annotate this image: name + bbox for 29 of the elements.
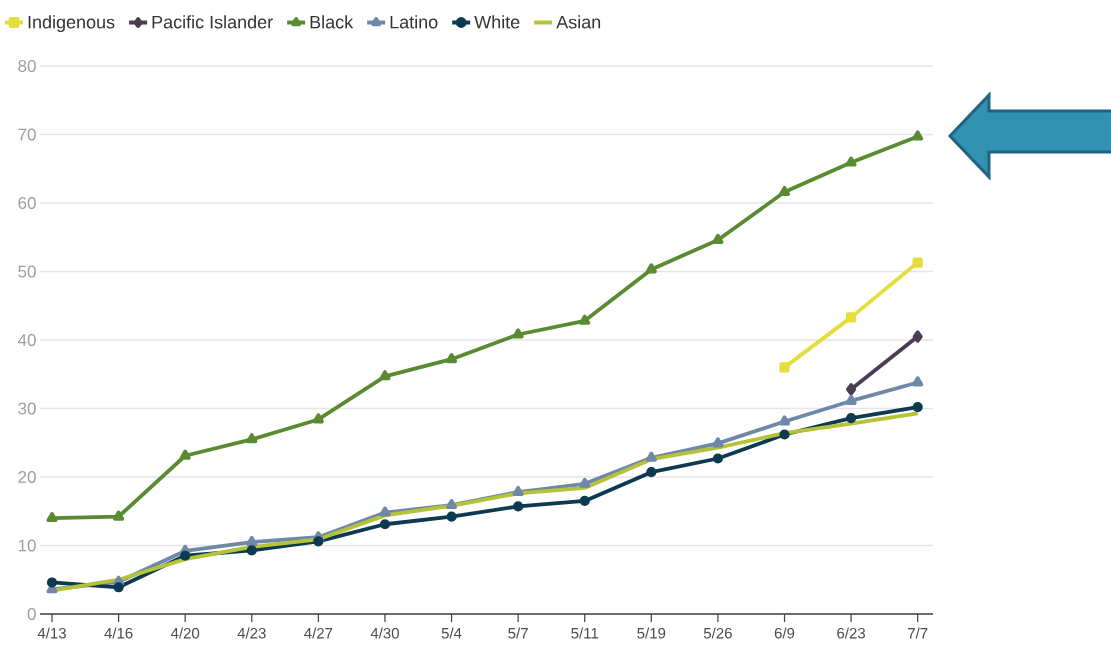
x-tick-label: 5/7 — [508, 627, 528, 639]
legend-label: Asian — [556, 15, 601, 29]
y-tick-label: 60 — [18, 196, 36, 210]
x-tick-label: 4/16 — [104, 627, 133, 639]
x-tick-label: 4/20 — [170, 627, 200, 639]
x-tick-label: 4/13 — [37, 627, 66, 639]
y-tick-label: 50 — [18, 265, 36, 278]
y-tick-label: 80 — [18, 59, 36, 73]
x-tick-label: 4/27 — [304, 627, 333, 639]
y-tick-label: 0 — [27, 607, 36, 621]
x-tick-label: 5/11 — [571, 627, 599, 639]
x-tick-label: 6/9 — [774, 627, 795, 639]
y-tick-label: 40 — [17, 333, 36, 347]
legend-label: Black — [310, 15, 354, 29]
x-tick-label: 4/23 — [237, 627, 266, 639]
y-tick-label: 30 — [18, 402, 36, 415]
x-tick-label: 6/23 — [837, 627, 866, 639]
x-tick-label: 7/7 — [908, 627, 928, 639]
x-tick-label: 4/30 — [370, 627, 399, 639]
y-tick-label: 70 — [18, 128, 36, 141]
x-tick-label: 5/26 — [703, 627, 732, 639]
legend-label: Latino — [390, 15, 438, 29]
x-tick-label: 5/4 — [441, 627, 462, 639]
legend-label: White — [474, 15, 520, 29]
y-tick-label: 20 — [18, 470, 36, 484]
legend-label: Indigenous — [28, 15, 115, 33]
legend-label: Pacific Islander — [152, 15, 273, 29]
y-tick-label: 10 — [18, 539, 36, 552]
x-tick-label: 5/19 — [637, 627, 666, 639]
